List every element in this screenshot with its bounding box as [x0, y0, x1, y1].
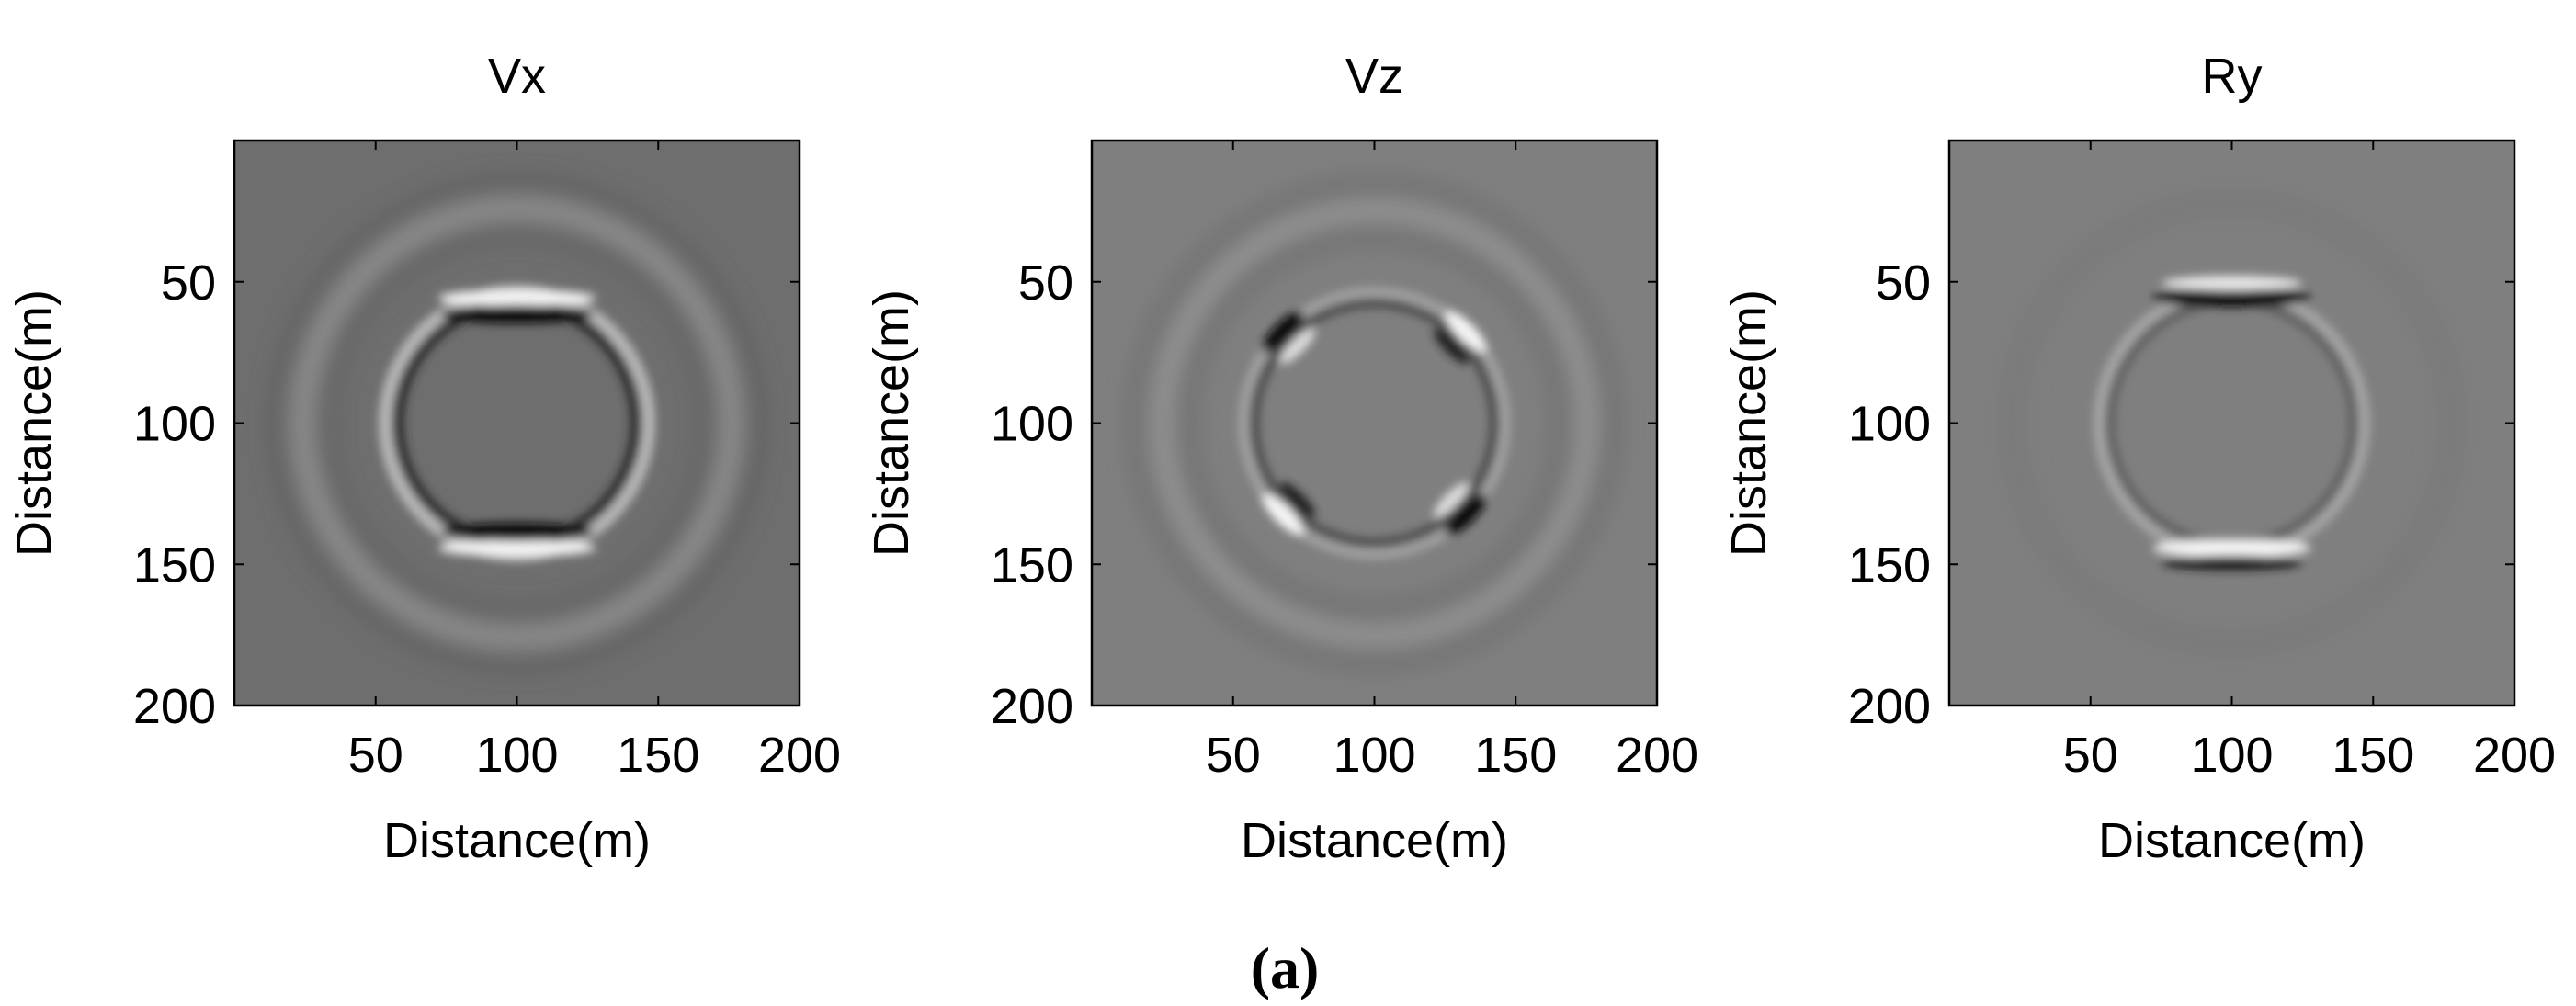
outer-ring-faint: [2002, 193, 2462, 653]
y-tick-label: 150: [1848, 537, 1931, 593]
quadrant-lobe: [1445, 311, 1487, 353]
outer-ring-inner-dark: [312, 218, 722, 628]
heatmap-field: [234, 141, 800, 706]
y-tick-label: 100: [1848, 397, 1931, 452]
x-tick-label: 50: [2063, 728, 2118, 783]
quadrant-lobe: [1262, 311, 1304, 353]
panels: Vx 50 100 150 200 50 100 150 200 Distance(m) Dista…: [6, 49, 2556, 868]
x-tick-label: 100: [2190, 728, 2273, 783]
heatmap-background: [1949, 141, 2514, 706]
x-axis-label: Distance(m): [2098, 813, 2366, 868]
top-dark-arc: [440, 305, 594, 324]
x-tick-label: 100: [1333, 728, 1415, 783]
top-bright-arc: [2162, 276, 2302, 291]
wavefronts: [2094, 276, 2370, 571]
top-dark-arc: [2152, 288, 2311, 308]
outer-ring-dark: [1131, 180, 1617, 666]
outer-ring-bright: [294, 200, 740, 646]
y-axis-label: Distance(m): [864, 289, 919, 557]
chart-title: Vz: [1345, 49, 1403, 104]
y-tick-label: 200: [1848, 679, 1931, 734]
y-tick-label: 50: [1018, 255, 1073, 311]
bottom-bright-arc: [2152, 538, 2311, 558]
y-tick-label: 100: [991, 397, 1073, 452]
panel-vz: Vz 50 100 150 200 50 100 150 200 Distance(m) Dista…: [864, 49, 1698, 868]
figure-caption: (a): [1251, 935, 1320, 1000]
x-tick-label: 150: [617, 728, 699, 783]
x-tick-label: 200: [1616, 728, 1698, 783]
bottom-bright-arc: [437, 539, 596, 557]
y-tick-label: 50: [161, 255, 216, 311]
bottom-dark-arc: [440, 522, 594, 541]
quadrant-lobe-inner: [1433, 328, 1470, 365]
wavefronts: [1238, 287, 1511, 560]
x-tick-label: 200: [758, 728, 841, 783]
inner-ring-dark: [1250, 299, 1499, 548]
y-tick-label: 50: [1876, 255, 1931, 311]
x-tick-label: 200: [2473, 728, 2556, 783]
outer-wavefronts: [2002, 193, 2462, 653]
inner-ring-bright: [1238, 287, 1511, 560]
chart-title: Ry: [2202, 49, 2263, 104]
y-tick-label: 200: [133, 679, 216, 734]
outer-wavefronts: [1131, 180, 1617, 666]
bottom-dark-arc: [2162, 555, 2302, 571]
y-axis-label: Distance(m): [1721, 289, 1776, 557]
x-tick-label: 100: [475, 728, 558, 783]
outer-wavefronts: [273, 179, 761, 667]
x-tick-label: 50: [348, 728, 403, 783]
quadrant-lobe: [1445, 493, 1487, 536]
quadrant-lobe: [1262, 493, 1304, 536]
wavefronts: [379, 285, 655, 561]
heatmap-field: [1092, 141, 1657, 706]
x-tick-label: 150: [1474, 728, 1557, 783]
quadrant-lobe-inner: [1279, 481, 1316, 518]
outer-ring-bright: [1152, 201, 1596, 645]
x-tick-label: 50: [1206, 728, 1261, 783]
quadrant-lobe-inner: [1279, 328, 1316, 365]
panel-ry: Ry 50 100 150 200 50 100 150 200 Distance(m) Dista…: [1721, 49, 2556, 868]
y-tick-label: 200: [991, 679, 1073, 734]
y-axis-label: Distance(m): [6, 289, 62, 557]
top-bright-arc: [437, 289, 596, 307]
panel-vx: Vx 50 100 150 200 50 100 150 200 Distance(m) Dista…: [6, 49, 841, 868]
outer-ring-dark: [273, 179, 761, 667]
x-tick-label: 150: [2332, 728, 2414, 783]
y-tick-label: 100: [133, 397, 216, 452]
y-tick-label: 150: [991, 537, 1073, 593]
x-axis-label: Distance(m): [383, 813, 651, 868]
quadrant-lobe-inner: [1433, 481, 1470, 518]
x-axis-label: Distance(m): [1241, 813, 1508, 868]
y-tick-label: 150: [133, 537, 216, 593]
outer-ring-inner-dark: [1173, 221, 1576, 625]
chart-title: Vx: [488, 49, 546, 104]
heatmap-field: [1949, 141, 2514, 706]
